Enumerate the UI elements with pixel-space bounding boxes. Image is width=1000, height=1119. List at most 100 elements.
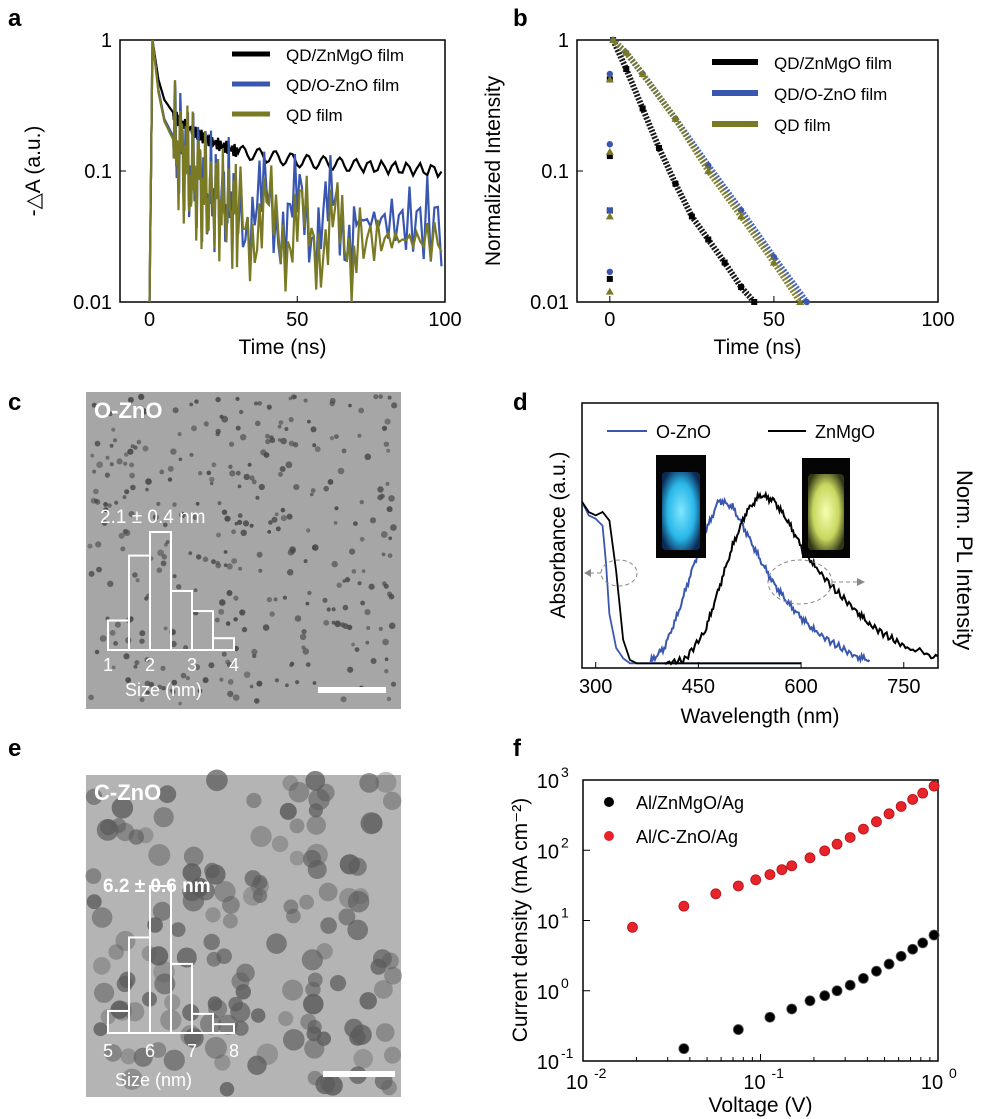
nanoparticle: [353, 521, 358, 526]
nanoparticle: [211, 462, 217, 468]
y-tick-label: 10: [537, 912, 559, 934]
nanoparticle: [204, 1036, 227, 1059]
nanoparticle: [110, 1000, 129, 1019]
nanoparticle: [135, 578, 140, 583]
data-point: [750, 874, 762, 886]
nanoparticle: [235, 396, 240, 401]
nanoparticle: [251, 1008, 266, 1023]
x-tick-label: 450: [682, 676, 715, 698]
nanoparticle: [306, 528, 311, 533]
nanoparticle: [202, 556, 209, 563]
histogram-tick-label: 5: [103, 1041, 113, 1061]
data-point: [858, 823, 869, 835]
nanoparticle: [145, 487, 149, 492]
y-tick-label: 0.01: [530, 292, 569, 314]
nanoparticle: [370, 658, 377, 664]
nanoparticle: [265, 439, 271, 445]
nanoparticle: [278, 1011, 294, 1027]
data-point: [764, 1011, 776, 1023]
nanoparticle: [116, 975, 133, 993]
nanoparticle: [303, 398, 308, 403]
panel-letter-b: b: [513, 5, 528, 32]
data-point: [678, 900, 690, 912]
nanoparticle: [196, 554, 202, 560]
nanoparticle: [244, 870, 262, 887]
nanoparticle: [163, 626, 168, 631]
nanoparticle: [360, 600, 365, 606]
nanoparticle: [329, 397, 336, 404]
x-axis-label: Time (ns): [714, 336, 802, 359]
nanoparticle: [252, 653, 257, 659]
nanoparticle: [144, 680, 151, 687]
nanoparticle: [387, 591, 393, 597]
legend-label: QD/O-ZnO film: [286, 76, 399, 95]
y-tick-exponent: 0: [561, 975, 569, 991]
nanoparticle: [127, 396, 134, 403]
nanoparticle: [99, 635, 107, 642]
data-point: [803, 298, 810, 306]
nanoparticle: [128, 510, 135, 518]
data-point: [751, 299, 758, 305]
nanoparticle: [145, 690, 150, 695]
histogram-tick-label: 3: [187, 655, 197, 675]
panel-letter-d: d: [513, 389, 528, 416]
nanoparticle: [280, 437, 287, 445]
nanoparticle: [384, 669, 389, 674]
nanoparticle: [139, 638, 145, 644]
nanoparticle: [157, 684, 163, 690]
nanoparticle: [329, 436, 334, 441]
nanoparticle: [180, 672, 187, 679]
nanoparticle: [312, 681, 317, 685]
nanoparticle: [267, 530, 272, 534]
nanoparticle: [133, 1047, 153, 1067]
data-point: [786, 860, 798, 872]
nanoparticle: [167, 465, 174, 472]
nanoparticle: [191, 425, 197, 432]
nanoparticle: [331, 620, 336, 625]
nanoparticle: [282, 979, 304, 1001]
nanoparticle: [286, 908, 301, 924]
nanoparticle: [237, 484, 242, 489]
nanoparticle: [124, 489, 130, 495]
plot-frame: [581, 402, 939, 669]
nanoparticle: [239, 609, 246, 616]
panel-letter-f: f: [513, 735, 522, 762]
nanoparticle: [388, 495, 395, 502]
data-point: [606, 153, 613, 160]
histogram-tick-label: 1: [103, 655, 113, 675]
nanoparticle: [359, 773, 380, 793]
series-line: [148, 39, 443, 303]
nanoparticle: [282, 595, 287, 600]
nanoparticle: [195, 501, 200, 506]
data-point: [871, 965, 882, 977]
nanoparticle: [205, 907, 221, 923]
nanoparticle: [247, 1055, 267, 1076]
nanoparticle: [203, 421, 209, 427]
y-tick-label: 1: [101, 30, 112, 52]
x-tick-label: 0: [604, 309, 615, 331]
nanoparticle: [172, 407, 179, 414]
legend-label: Al/C-ZnO/Ag: [636, 827, 738, 847]
nanoparticle: [310, 426, 317, 433]
nanoparticle: [262, 624, 270, 631]
nanoparticle: [338, 908, 356, 926]
nanoparticle: [250, 825, 272, 848]
nanoparticle: [290, 394, 297, 400]
nanoparticle: [211, 559, 216, 565]
nanoparticle: [342, 604, 349, 611]
nanoparticle: [329, 975, 347, 992]
nanoparticle: [286, 513, 293, 520]
nanoparticle: [114, 500, 119, 505]
nanoparticle: [182, 863, 202, 882]
x-tick-label: 50: [763, 309, 785, 331]
nanoparticle: [326, 607, 331, 612]
nanoparticle: [113, 641, 118, 646]
nanoparticle: [158, 785, 177, 804]
nanoparticle: [390, 681, 397, 687]
nanoparticle: [243, 671, 251, 678]
nanoparticle: [145, 478, 152, 485]
legend-marker: [604, 831, 614, 841]
nanoparticle: [86, 894, 102, 910]
nanoparticle: [251, 479, 257, 485]
nanoparticle: [120, 1048, 137, 1065]
